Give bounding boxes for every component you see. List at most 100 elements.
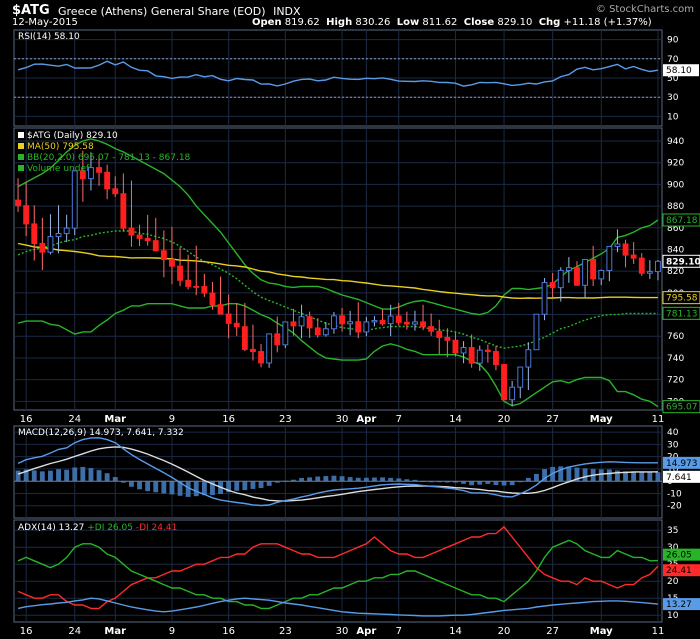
adx-adx-last-bg — [663, 598, 700, 611]
candle-body — [290, 321, 297, 327]
macd-histogram-bar — [274, 481, 280, 483]
open-label: Open — [252, 17, 282, 28]
candle-body — [444, 336, 451, 341]
macd-histogram-bar — [161, 481, 167, 494]
adx-mdi-last-bg — [663, 564, 700, 577]
candle-body — [468, 347, 475, 364]
candle-body — [590, 258, 597, 280]
price-x-tick-label: May — [590, 414, 613, 425]
candle-body — [233, 322, 240, 328]
macd-y-tick-label: -10 — [667, 489, 682, 499]
candle-body — [314, 327, 321, 336]
candle-body — [525, 349, 532, 368]
price-x-tick-label: 20 — [498, 414, 511, 425]
exchange-label: INDX — [273, 5, 301, 18]
macd-histogram-bar — [566, 466, 572, 482]
close-value: 829.10 — [497, 17, 533, 28]
candle-body — [322, 328, 329, 336]
legend-swatch — [18, 154, 24, 160]
macd-histogram-bar — [96, 470, 102, 482]
candle-body — [517, 366, 524, 388]
macd-histogram-bar — [355, 477, 361, 482]
low-value: 811.62 — [422, 17, 458, 28]
bottom-x-tick-label: 23 — [279, 626, 292, 637]
price-x-tick-label: 7 — [396, 414, 402, 425]
candle-body — [160, 250, 167, 261]
macd-y-tick-label: 40 — [667, 428, 679, 438]
adx-title-part: -DI 24.41 — [136, 523, 177, 533]
candle-body — [217, 304, 224, 315]
price-x-tick-label: 16 — [222, 414, 235, 425]
rsi-y-tick-label: 50 — [667, 74, 679, 84]
macd-histogram-bar — [444, 481, 450, 483]
macd-histogram-bar — [242, 481, 248, 491]
macd-histogram-bar — [104, 473, 110, 482]
price-last-bb_upper-bg — [662, 213, 700, 227]
chart-header: $ATG Greece (Athens) General Share (EOD)… — [0, 0, 700, 28]
price-last-ma-bg — [662, 291, 700, 305]
stockcharts-credit: © StockCharts.com — [595, 4, 694, 15]
open-value: 819.62 — [284, 17, 320, 28]
macd-histogram-bar — [56, 469, 61, 482]
macd-histogram-bar — [193, 481, 199, 497]
candle-body — [193, 285, 200, 288]
macd-histogram-bar — [525, 477, 531, 482]
rsi-y-tick-label: 90 — [667, 36, 679, 46]
bb-middle-line — [17, 230, 658, 349]
price-legend-entry: BB(20,2.0) 695.07 - 781.13 - 867.18 — [27, 153, 191, 163]
candle-body — [209, 292, 216, 306]
candle-body — [347, 321, 354, 325]
macd-histogram-bar — [64, 469, 70, 482]
bottom-x-tick-label: Apr — [356, 626, 376, 637]
macd-histogram-bar — [509, 481, 515, 486]
security-name-text: Greece (Athens) General Share (EOD) — [58, 5, 266, 18]
candle-body — [169, 259, 175, 267]
bottom-x-tick-label: May — [590, 626, 613, 637]
high-label: High — [326, 17, 353, 28]
candle-body — [582, 258, 588, 286]
adx-pdi-last-bg — [663, 548, 700, 561]
macd-histogram-bar — [31, 470, 37, 482]
candle-body — [88, 167, 94, 180]
candle-body — [339, 315, 345, 325]
candle-body — [436, 330, 443, 338]
macd-histogram-bar — [15, 470, 21, 482]
macd-histogram-bar — [404, 479, 410, 482]
price-x-tick-label: Mar — [104, 414, 126, 425]
bottom-x-tick-label: 7 — [396, 626, 402, 637]
price-x-tick-label: 16 — [20, 414, 33, 425]
macd-histogram-bar — [574, 467, 580, 482]
rsi-y-tick-label: 30 — [667, 93, 679, 103]
candle-body — [646, 271, 653, 274]
macd-histogram-bar — [598, 469, 604, 482]
candle-body — [606, 246, 613, 272]
macd-histogram-bar — [307, 477, 313, 482]
candle-body — [258, 351, 264, 364]
macd-histogram-bar — [412, 479, 418, 482]
price-last-close-label: 829.10 — [666, 257, 700, 267]
price-y-tick-label: 940 — [667, 137, 684, 147]
change-label: Chg — [538, 17, 561, 28]
price-last-ma-label: 795.58 — [666, 294, 698, 304]
candle-body — [533, 313, 540, 351]
bottom-x-tick-label: 14 — [449, 626, 462, 637]
candle-body — [274, 333, 281, 346]
macd-histogram-bar — [469, 481, 475, 486]
macd-histogram-bar — [291, 479, 296, 482]
macd-last-bg — [663, 456, 700, 469]
adx-y-tick-label: 30 — [667, 543, 679, 553]
candle-body — [509, 386, 516, 401]
candle-body — [638, 257, 645, 274]
macd-histogram-bar — [129, 481, 134, 487]
macd-y-tick-label: 10 — [667, 465, 679, 475]
macd-histogram-bar — [388, 477, 394, 482]
macd-histogram-bar — [380, 477, 385, 482]
macd-histogram-bar — [501, 481, 507, 486]
rsi-y-tick-label: 10 — [667, 112, 679, 122]
candle-body — [630, 254, 637, 259]
bottom-x-tick-label: 11 — [652, 626, 665, 637]
macd-y-tick-label: 30 — [667, 440, 679, 450]
price-x-tick-label: 23 — [279, 414, 292, 425]
macd-histogram-bar — [80, 466, 86, 482]
candle-body — [71, 170, 78, 229]
